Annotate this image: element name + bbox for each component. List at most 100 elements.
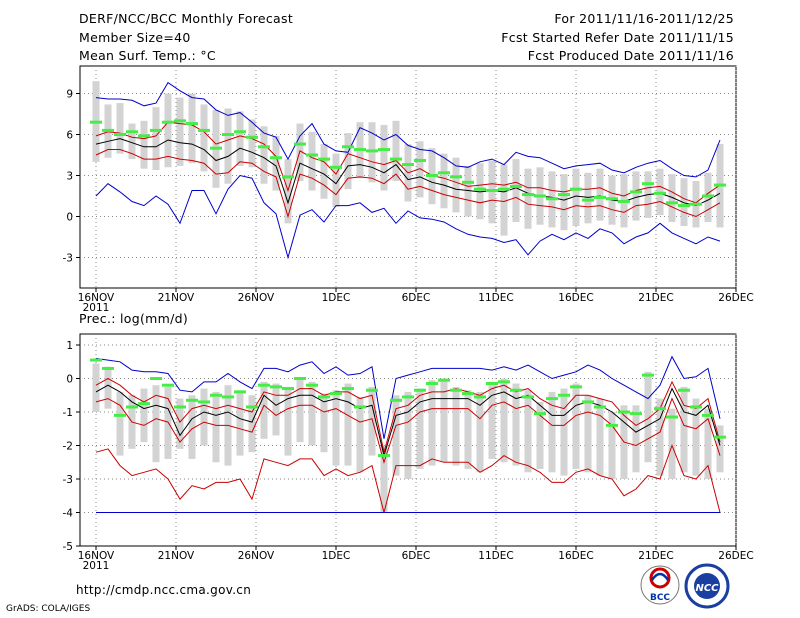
ensemble-box bbox=[692, 398, 700, 476]
median-marker bbox=[594, 405, 606, 409]
median-marker bbox=[630, 190, 642, 194]
median-marker bbox=[198, 400, 210, 404]
ensemble-box bbox=[284, 386, 292, 456]
ensemble-box bbox=[320, 144, 328, 199]
x-tick-label: 21DEC bbox=[638, 550, 673, 562]
median-marker bbox=[714, 435, 726, 439]
ensemble-box bbox=[584, 172, 592, 224]
median-marker bbox=[426, 174, 438, 177]
median-marker bbox=[582, 198, 594, 202]
median-marker bbox=[642, 182, 654, 186]
variable-label: Mean Surf. Temp.: °C bbox=[79, 48, 216, 63]
ensemble-box bbox=[560, 174, 568, 231]
median-marker bbox=[450, 175, 462, 179]
plot-frame bbox=[79, 65, 737, 289]
x-tick-label: 1DEC bbox=[322, 292, 351, 304]
median-marker bbox=[342, 145, 354, 149]
ensemble-box bbox=[236, 390, 244, 456]
ensemble-box bbox=[308, 381, 316, 446]
median-marker bbox=[102, 366, 114, 370]
ensemble-box bbox=[500, 164, 508, 236]
y-tick-label: 1 bbox=[66, 340, 73, 352]
ensemble-mean-line bbox=[95, 138, 721, 207]
ensemble-box bbox=[512, 383, 520, 466]
x-tick-label: 1DEC bbox=[322, 550, 351, 562]
median-marker bbox=[210, 393, 222, 397]
median-marker bbox=[270, 156, 282, 160]
ensemble-box bbox=[356, 396, 364, 473]
ensemble-box bbox=[464, 390, 472, 469]
ensemble-box bbox=[704, 408, 712, 479]
median-marker bbox=[90, 120, 102, 124]
median-marker bbox=[162, 383, 174, 387]
median-marker bbox=[90, 358, 102, 362]
ensemble-box bbox=[572, 383, 580, 469]
median-marker bbox=[294, 377, 306, 380]
median-marker bbox=[522, 395, 534, 399]
ensemble-box bbox=[260, 126, 268, 184]
median-marker bbox=[474, 187, 486, 191]
median-marker bbox=[234, 130, 246, 134]
median-marker bbox=[306, 383, 318, 387]
median-marker bbox=[654, 191, 666, 195]
min-line bbox=[95, 444, 721, 513]
upper-spread-line bbox=[95, 377, 721, 453]
ensemble-box bbox=[524, 390, 532, 473]
forecast-produced-date: Fcst Produced Date 2011/11/16 bbox=[527, 48, 734, 63]
median-marker bbox=[318, 157, 330, 161]
median-marker bbox=[534, 412, 546, 416]
median-marker bbox=[618, 199, 630, 203]
forecast-period: For 2011/11/16-2011/12/25 bbox=[554, 11, 734, 26]
median-marker bbox=[234, 390, 246, 394]
median-marker bbox=[330, 392, 342, 396]
ensemble-box bbox=[176, 398, 184, 449]
median-marker bbox=[546, 197, 558, 201]
median-marker bbox=[438, 378, 450, 382]
ensemble-box bbox=[452, 157, 460, 213]
median-marker bbox=[222, 395, 234, 399]
median-marker bbox=[378, 454, 390, 458]
ensemble-box bbox=[644, 371, 652, 463]
ensemble-box bbox=[524, 168, 532, 229]
median-marker bbox=[186, 122, 198, 126]
ensemble-box bbox=[272, 135, 280, 191]
ensemble-box bbox=[680, 386, 688, 473]
median-marker bbox=[222, 133, 234, 136]
ensemble-box bbox=[200, 388, 208, 446]
forecast-started-date: Fcst Started Refer Date 2011/11/15 bbox=[501, 30, 734, 45]
y-tick-label: -2 bbox=[63, 441, 73, 453]
median-marker bbox=[282, 387, 294, 391]
median-marker bbox=[642, 373, 654, 377]
median-marker bbox=[690, 405, 702, 409]
median-marker bbox=[606, 197, 618, 201]
ensemble-box bbox=[560, 388, 568, 476]
median-marker bbox=[450, 388, 462, 392]
median-marker bbox=[138, 402, 150, 406]
median-marker bbox=[486, 189, 498, 193]
x-tick-label: 26DEC bbox=[718, 292, 753, 304]
median-marker bbox=[306, 153, 318, 157]
median-marker bbox=[390, 398, 402, 402]
y-tick-label: 0 bbox=[66, 212, 73, 224]
ensemble-box bbox=[368, 386, 376, 456]
median-marker bbox=[198, 128, 210, 132]
y-tick-label: -5 bbox=[63, 541, 73, 553]
median-marker bbox=[498, 187, 510, 191]
ensemble-box bbox=[440, 378, 448, 463]
ensemble-box bbox=[428, 380, 436, 466]
ensemble-box bbox=[584, 395, 592, 473]
footer-url[interactable]: http://cmdp.ncc.cma.gov.cn bbox=[76, 583, 252, 597]
ensemble-box bbox=[596, 168, 604, 221]
precip-label: Prec.: log(mm/d) bbox=[79, 311, 189, 326]
median-marker bbox=[462, 180, 474, 184]
ensemble-box bbox=[512, 159, 520, 222]
grads-credit: GrADS: COLA/IGES bbox=[6, 604, 91, 614]
ensemble-box bbox=[260, 381, 268, 439]
median-marker bbox=[174, 405, 186, 409]
median-marker bbox=[558, 393, 570, 397]
ensemble-box bbox=[608, 412, 616, 479]
median-marker bbox=[486, 382, 498, 386]
y-tick-label: 9 bbox=[66, 89, 73, 101]
median-marker bbox=[678, 204, 690, 208]
